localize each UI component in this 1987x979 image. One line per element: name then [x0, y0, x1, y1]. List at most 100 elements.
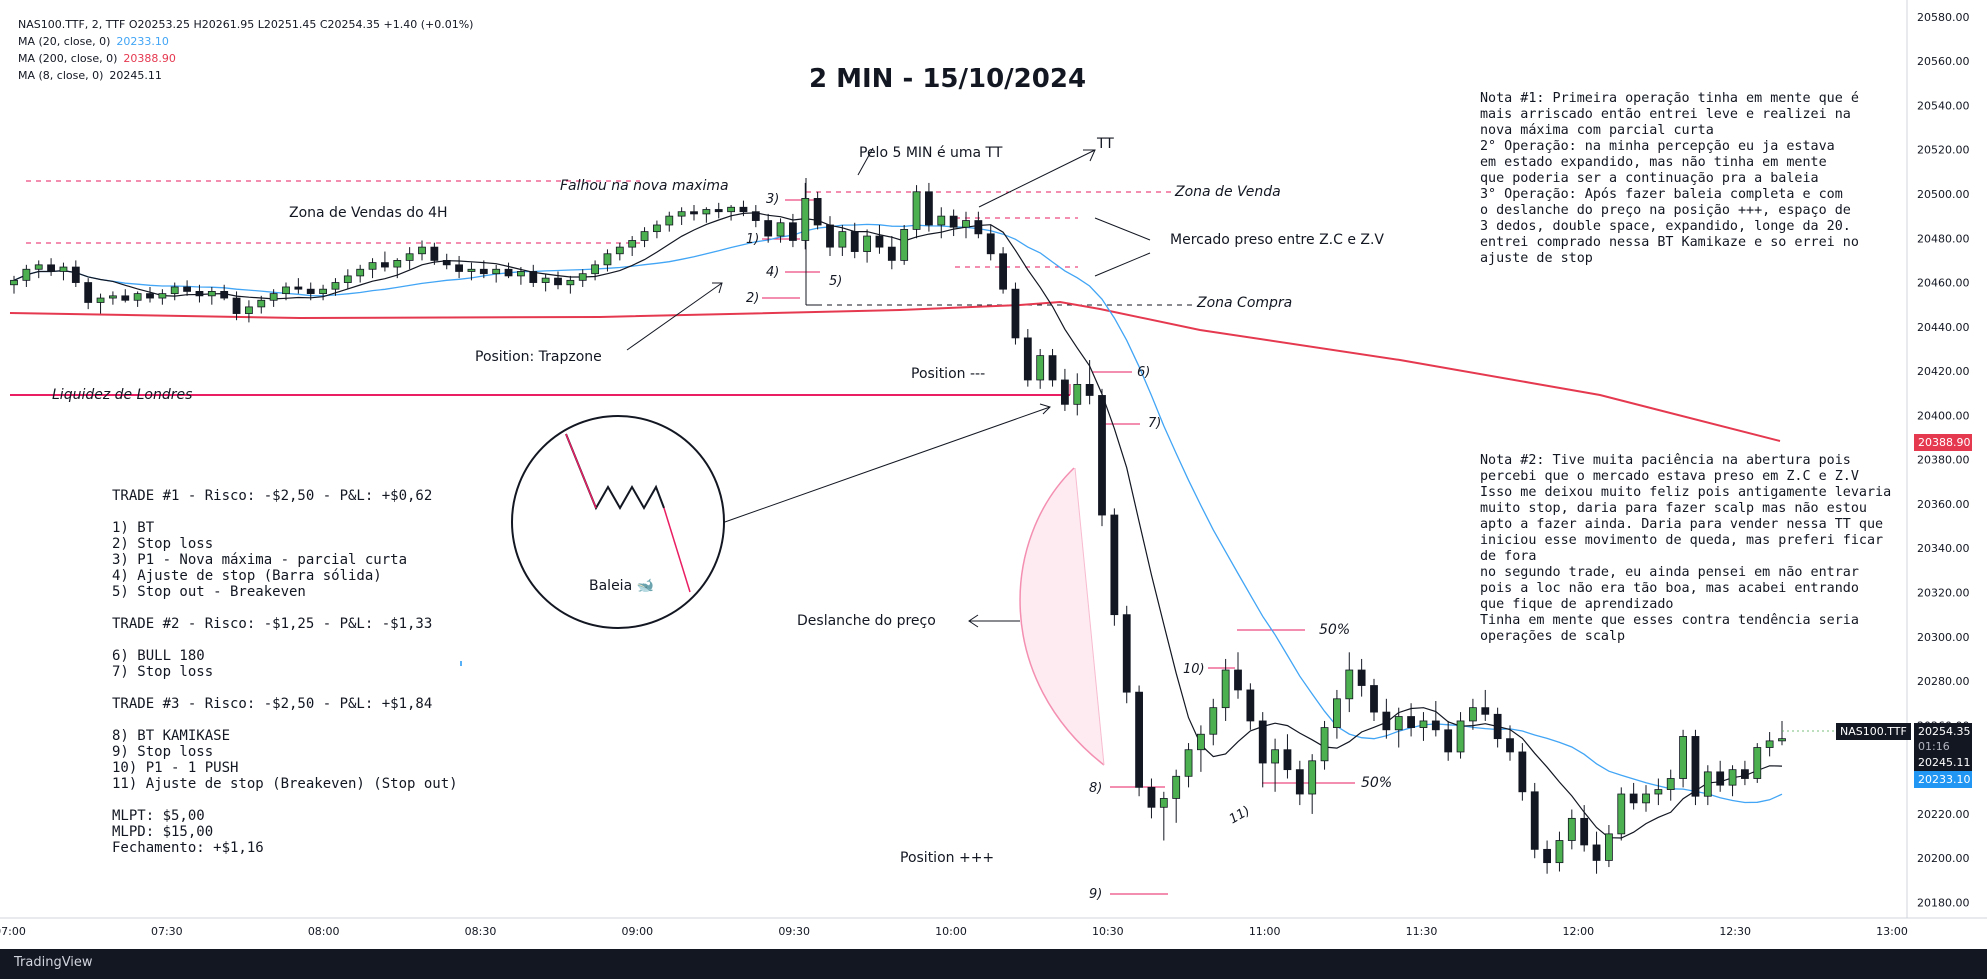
x-tick-label: 13:00 [1876, 925, 1908, 938]
candle-body [1728, 769, 1737, 786]
chart-title: 2 MIN - 15/10/2024 [808, 64, 1087, 94]
label-zona-compra: Zona Compra [1197, 295, 1293, 311]
candle-body [1221, 669, 1230, 709]
label-n3: 3) [766, 192, 780, 207]
y-tick-label: 20360.00 [1917, 498, 1970, 511]
candle-body [1295, 769, 1304, 795]
label-zona-vendas-4h: Zona de Vendas do 4H [289, 205, 448, 221]
label-tt: TT [1097, 136, 1114, 152]
legend-ma200-label: MA (200, close, 0) [18, 52, 118, 65]
candle-body [1184, 749, 1193, 777]
y-tick-label: 20400.00 [1917, 409, 1970, 422]
candle-body [517, 271, 525, 277]
candle-body [1592, 844, 1601, 861]
label-liquidez: Liquidez de Londres [52, 387, 193, 403]
candle-body [714, 209, 723, 213]
candle-body [356, 268, 365, 277]
candle-body [282, 286, 290, 295]
candle-body [1605, 833, 1613, 861]
candle-body [1481, 707, 1490, 715]
y-tick-label: 20560.00 [1917, 55, 1970, 68]
candle-body [653, 224, 661, 233]
price-tag-ma20: 20233.10 [1914, 771, 1972, 788]
candle-body [430, 246, 439, 261]
candle-body [1023, 337, 1032, 381]
arrow-tt [978, 149, 1096, 208]
baleia-red-left [565, 433, 597, 509]
candle-body [640, 231, 649, 241]
baleia-red-right [663, 507, 691, 593]
candle-body [1691, 736, 1700, 797]
candle-body [1209, 707, 1218, 735]
y-tick-label: 20340.00 [1917, 542, 1970, 555]
candle-body [1048, 355, 1057, 381]
trades-summary: TRADE #1 - Risco: -$2,50 - P&L: +$0,62 1… [112, 488, 458, 856]
candle-body [1011, 288, 1020, 339]
candle-body [541, 277, 550, 283]
candle-body [195, 291, 204, 297]
candle-body [850, 231, 859, 252]
candle-body [1147, 786, 1156, 808]
candle-body [554, 277, 562, 286]
tradingview-logo[interactable]: TradingView [14, 955, 93, 970]
y-tick-label: 20380.00 [1917, 454, 1970, 467]
candle-body [294, 286, 303, 290]
deslanche-edge [1074, 467, 1105, 766]
ma200-line [9, 300, 1781, 442]
candle-body [751, 211, 760, 221]
label-n2: 2) [746, 291, 760, 306]
candle-body [1394, 716, 1403, 731]
label-baleia: Baleia 🐋 [589, 578, 655, 594]
candle-body [84, 282, 93, 303]
candle-body [405, 253, 414, 261]
y-tick-label: 20460.00 [1917, 277, 1970, 290]
candle-body [974, 220, 983, 235]
candle-body [1456, 720, 1465, 753]
candle-body [455, 264, 463, 272]
arrow-pelo-5min [857, 147, 874, 176]
y-tick-label: 20540.00 [1917, 99, 1970, 112]
label-pelo-5min: Pelo 5 MIN é uma TT [859, 145, 1003, 161]
candle-body [133, 293, 142, 301]
x-tick-label: 09:00 [621, 925, 653, 938]
candle-body [1246, 689, 1255, 722]
candle-body [1370, 685, 1378, 713]
chart-legend: NAS100.TTF, 2, TTF O20253.25 H20261.95 L… [18, 16, 473, 84]
y-tick-label: 20520.00 [1917, 144, 1970, 157]
label-50-top: 50% [1319, 622, 1351, 638]
ma20-line [13, 223, 1783, 804]
label-mercado-preso: Mercado preso entre Z.C e Z.V [1170, 232, 1385, 248]
candle-body [1159, 798, 1168, 808]
candle-body [591, 264, 599, 275]
candle-body [306, 288, 315, 295]
candle-body [1518, 751, 1527, 793]
candle-body [1617, 793, 1626, 835]
candle-body [912, 191, 921, 230]
y-tick-label: 20480.00 [1917, 232, 1970, 245]
candle-body [492, 268, 501, 275]
deslanche-curve [1019, 467, 1105, 766]
candle-body [1753, 747, 1762, 779]
candle-body [1234, 669, 1242, 691]
candle-body [1320, 727, 1329, 762]
candle-body [690, 211, 698, 215]
note-1: Nota #1: Primeira operação tinha em ment… [1480, 91, 1859, 266]
candle-body [183, 286, 191, 292]
legend-ma8-label: MA (8, close, 0) [18, 69, 104, 82]
bottom-bar: TradingView [0, 949, 1987, 979]
candle-body [603, 253, 612, 266]
candle-body [1283, 749, 1292, 771]
candle-body [838, 231, 847, 248]
arrow-tt-head [1083, 149, 1096, 162]
ma8-line [13, 212, 1783, 839]
candle-body [418, 246, 426, 255]
y-tick-label: 20200.00 [1917, 852, 1970, 865]
symbol-tag: NAS100.TTF [1836, 723, 1911, 740]
candle-body [665, 215, 674, 226]
candle-body [764, 220, 773, 237]
candle-body [1629, 793, 1638, 804]
candle-body [34, 264, 43, 270]
candle-body [1345, 669, 1354, 700]
x-tick-label: 08:00 [308, 925, 340, 938]
